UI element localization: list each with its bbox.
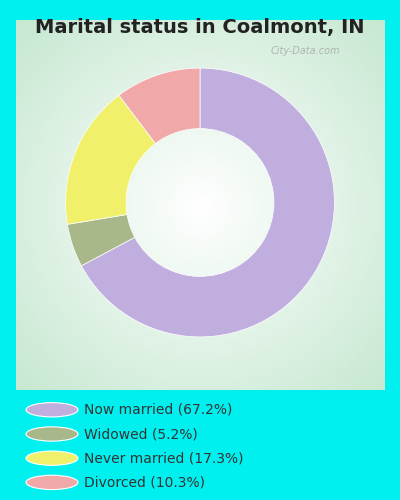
Text: Never married (17.3%): Never married (17.3%) (84, 451, 244, 465)
Circle shape (26, 402, 78, 417)
Wedge shape (119, 68, 200, 144)
Wedge shape (66, 96, 156, 224)
Text: Divorced (10.3%): Divorced (10.3%) (84, 476, 205, 490)
Circle shape (26, 451, 78, 466)
Text: Widowed (5.2%): Widowed (5.2%) (84, 427, 198, 441)
Text: City-Data.com: City-Data.com (270, 46, 340, 56)
Circle shape (26, 475, 78, 490)
Text: Marital status in Coalmont, IN: Marital status in Coalmont, IN (35, 18, 365, 36)
Wedge shape (82, 68, 334, 337)
Wedge shape (67, 214, 135, 266)
Circle shape (26, 427, 78, 441)
Text: Now married (67.2%): Now married (67.2%) (84, 403, 232, 417)
